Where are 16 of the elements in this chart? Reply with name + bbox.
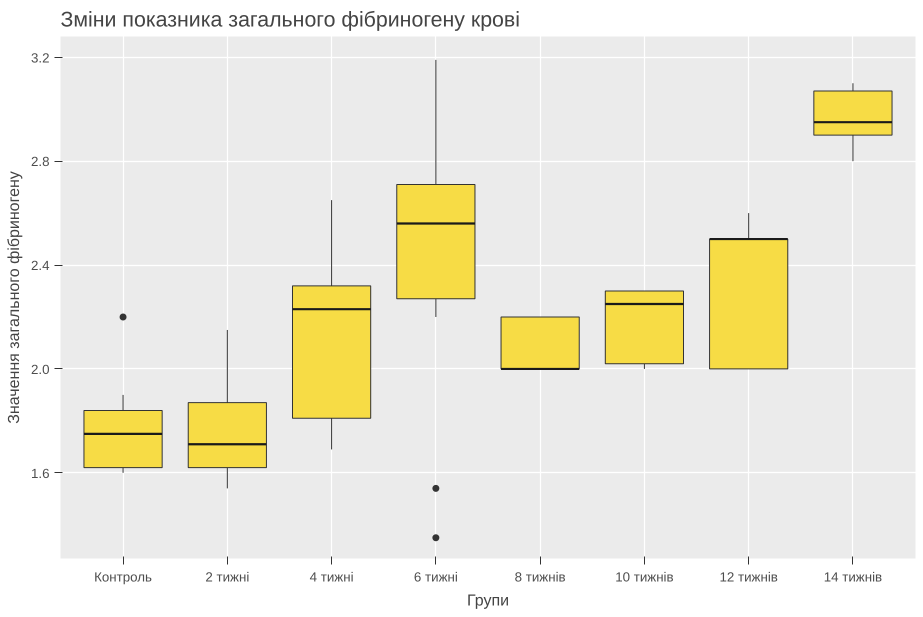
x-tick-label: 10 тижнів <box>615 570 674 584</box>
x-tick-label: 4 тижні <box>310 570 354 584</box>
x-tick-label: 8 тижнів <box>514 570 566 584</box>
x-tick-label: 6 тижні <box>414 570 458 584</box>
x-tick-label: Контроль <box>94 570 152 584</box>
y-tick-label: 3.2 <box>30 50 50 66</box>
chart-title: Зміни показника загального фібриногену крові <box>60 8 520 32</box>
x-tick-label: 2 тижні <box>205 570 250 584</box>
x-tick-label: 12 тижнів <box>719 570 778 584</box>
y-axis-title: Значення загального фібриногену <box>6 171 23 424</box>
y-tick-label: 2.8 <box>30 154 50 170</box>
y-tick-label: 2.0 <box>30 362 50 377</box>
x-axis-title: Групи <box>466 592 510 610</box>
y-tick-label: 1.6 <box>30 466 50 481</box>
x-tick-label: 14 тижнів <box>824 570 882 584</box>
y-tick-label: 2.4 <box>30 258 50 274</box>
